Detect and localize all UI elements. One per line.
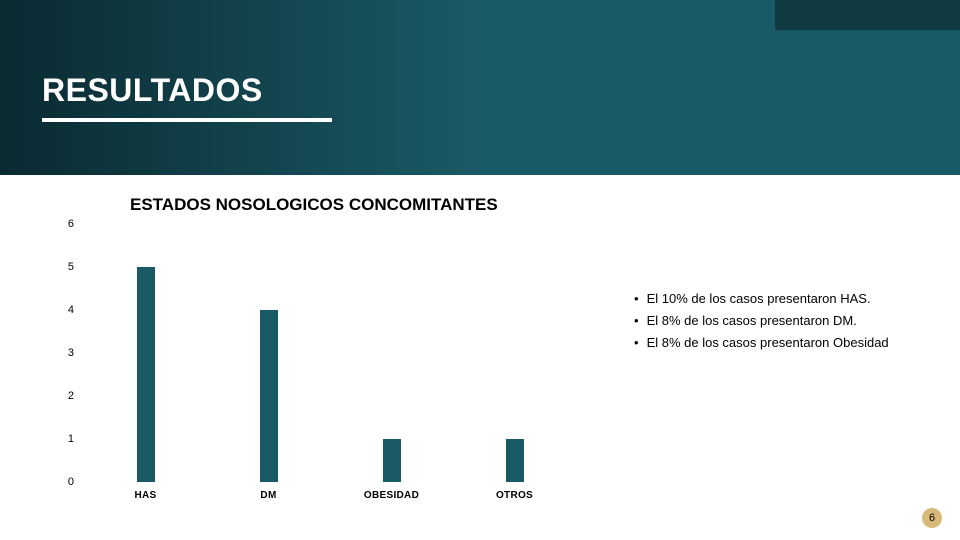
- bar: [506, 439, 524, 482]
- page-title: RESULTADOS: [42, 72, 263, 109]
- bullet-text: El 10% de los casos presentaron HAS.: [647, 290, 871, 308]
- y-tick: 4: [68, 304, 74, 316]
- bar: [137, 267, 155, 482]
- page-number: 6: [929, 512, 935, 524]
- y-tick: 0: [68, 476, 74, 488]
- y-tick: 2: [68, 390, 74, 402]
- corner-accent: [775, 0, 960, 30]
- y-tick: 1: [68, 433, 74, 445]
- bullet-dot-icon: •: [634, 290, 639, 308]
- bullet-item: • El 8% de los casos presentaron DM.: [634, 312, 944, 330]
- bullet-list: • El 10% de los casos presentaron HAS. •…: [634, 290, 944, 356]
- y-axis: 0123456: [56, 224, 80, 482]
- x-label: OBESIDAD: [364, 490, 419, 501]
- bullet-text: El 8% de los casos presentaron Obesidad: [647, 334, 889, 352]
- page-number-badge: 6: [922, 508, 942, 528]
- y-tick: 5: [68, 261, 74, 273]
- bar-chart: 0123456: [56, 224, 576, 482]
- y-tick: 3: [68, 347, 74, 359]
- y-tick: 6: [68, 218, 74, 230]
- title-underline: [42, 118, 332, 122]
- x-label: DM: [260, 490, 276, 501]
- bullet-dot-icon: •: [634, 312, 639, 330]
- plot-area: [84, 224, 576, 482]
- x-label: OTROS: [496, 490, 533, 501]
- x-axis-labels: HAS DM OBESIDAD OTROS: [84, 490, 576, 510]
- bullet-item: • El 10% de los casos presentaron HAS.: [634, 290, 944, 308]
- x-label: HAS: [134, 490, 156, 501]
- bullet-dot-icon: •: [634, 334, 639, 352]
- bullet-item: • El 8% de los casos presentaron Obesida…: [634, 334, 944, 352]
- bar: [383, 439, 401, 482]
- slide: RESULTADOS ESTADOS NOSOLOGICOS CONCOMITA…: [0, 0, 960, 540]
- bar: [260, 310, 278, 482]
- bullet-text: El 8% de los casos presentaron DM.: [647, 312, 857, 330]
- chart-title: ESTADOS NOSOLOGICOS CONCOMITANTES: [130, 195, 498, 215]
